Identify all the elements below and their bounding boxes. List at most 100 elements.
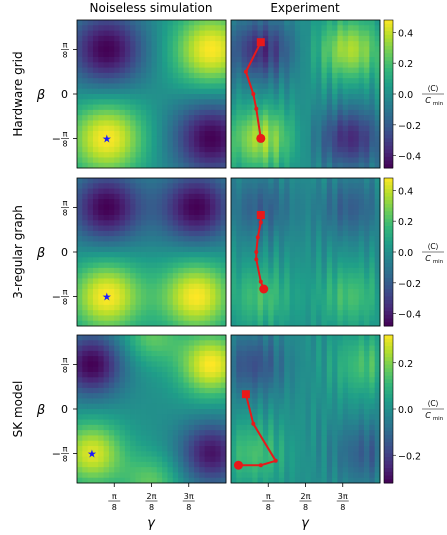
heatmap-cell	[103, 183, 110, 189]
heatmap-cell	[77, 109, 83, 116]
heatmap-cell	[342, 366, 349, 373]
heatmap-cell	[273, 278, 280, 285]
heatmap-cell	[374, 220, 381, 226]
heatmap-cell	[369, 115, 376, 121]
heatmap-cell	[369, 136, 376, 142]
heatmap-cell	[172, 419, 179, 426]
heatmap-cell	[289, 446, 296, 452]
heatmap-cell	[108, 188, 115, 195]
heatmap-cell	[210, 41, 216, 47]
heatmap-cell	[337, 25, 344, 31]
heatmap-cell	[278, 315, 285, 322]
heatmap-cell	[92, 78, 99, 84]
heatmap-cell	[82, 257, 89, 263]
heatmap-cell	[310, 225, 317, 232]
heatmap-cell	[77, 304, 83, 311]
heatmap-cell	[87, 220, 94, 226]
heatmap-cell	[204, 451, 211, 457]
heatmap-cell	[241, 267, 248, 274]
heatmap-cell	[273, 236, 280, 242]
heatmap-cell	[92, 398, 99, 405]
heatmap-cell	[348, 461, 354, 468]
heatmap-cell	[172, 467, 179, 473]
heatmap-cell	[300, 25, 306, 31]
heatmap-cell	[257, 398, 264, 405]
heatmap-cell	[178, 451, 184, 457]
heatmap-cell	[140, 178, 147, 184]
heatmap-cell	[130, 310, 136, 316]
heatmap-cell	[130, 220, 136, 226]
heatmap-cell	[257, 193, 264, 200]
heatmap-cell	[369, 230, 376, 237]
heatmap-cell	[353, 83, 360, 90]
heatmap-cell	[172, 356, 179, 362]
heatmap-cell	[167, 345, 174, 352]
heatmap-cell	[77, 262, 83, 269]
heatmap-cell	[310, 283, 317, 290]
heatmap-cell	[241, 345, 248, 352]
heatmap-cell	[140, 409, 147, 415]
heatmap-cell	[321, 236, 328, 242]
heatmap-cell	[220, 162, 227, 169]
heatmap-cell	[140, 435, 147, 442]
heatmap-cell	[294, 262, 301, 269]
heatmap-cell	[369, 120, 376, 127]
heatmap-cell	[183, 193, 190, 200]
heatmap-cell	[278, 456, 285, 463]
heatmap-cell	[92, 289, 99, 295]
heatmap-cell	[220, 273, 227, 279]
heatmap-cell	[231, 152, 237, 158]
colorbar-label-numerator: ⟨C⟩	[427, 84, 438, 93]
heatmap-cell	[231, 162, 237, 169]
heatmap-cell	[374, 382, 381, 389]
heatmap-cell	[130, 419, 136, 426]
heatmap-cell	[178, 440, 184, 447]
heatmap-cell	[294, 246, 301, 253]
heatmap-cell	[108, 193, 115, 200]
heatmap-cell	[77, 257, 83, 263]
heatmap-cell	[156, 377, 163, 383]
heatmap-cell	[82, 315, 89, 322]
heatmap-cell	[77, 335, 83, 341]
heatmap-cell	[194, 446, 200, 452]
heatmap-cell	[273, 387, 280, 394]
heatmap-cell	[252, 409, 259, 415]
heatmap-cell	[268, 435, 274, 442]
heatmap-cell	[220, 215, 227, 221]
heatmap-cell	[337, 46, 344, 53]
heatmap-cell	[82, 236, 89, 242]
heatmap-cell	[337, 294, 344, 300]
heatmap-cell	[326, 152, 333, 158]
heatmap-cell	[114, 109, 120, 116]
heatmap-cell	[273, 424, 280, 431]
heatmap-cell	[241, 435, 248, 442]
heatmap-cell	[300, 83, 306, 90]
heatmap-cell	[82, 356, 89, 362]
heatmap-cell	[178, 88, 184, 95]
heatmap-cell	[316, 51, 322, 58]
heatmap-cell	[278, 294, 285, 300]
heatmap-cell	[236, 419, 243, 426]
heatmap-cell	[199, 157, 206, 164]
heatmap-cell	[82, 94, 89, 100]
heatmap-cell	[103, 414, 110, 420]
heatmap-cell	[316, 414, 322, 420]
heatmap-cell	[316, 345, 322, 352]
heatmap-cell	[268, 230, 274, 237]
heatmap-cell	[98, 267, 105, 274]
heatmap-cell	[231, 131, 237, 137]
heatmap-cell	[289, 188, 296, 195]
heatmap-cell	[167, 215, 174, 221]
heatmap-cell	[257, 345, 264, 352]
heatmap-cell	[316, 262, 322, 269]
heatmap-cell	[151, 78, 158, 84]
heatmap-cell	[337, 414, 344, 420]
heatmap-cell	[178, 25, 184, 31]
heatmap-cell	[236, 94, 243, 100]
heatmap-cell	[140, 356, 147, 362]
heatmap-cell	[204, 377, 211, 383]
heatmap-cell	[124, 157, 131, 164]
heatmap-cell	[87, 467, 94, 473]
heatmap-cell	[369, 88, 376, 95]
heatmap-cell	[273, 361, 280, 368]
